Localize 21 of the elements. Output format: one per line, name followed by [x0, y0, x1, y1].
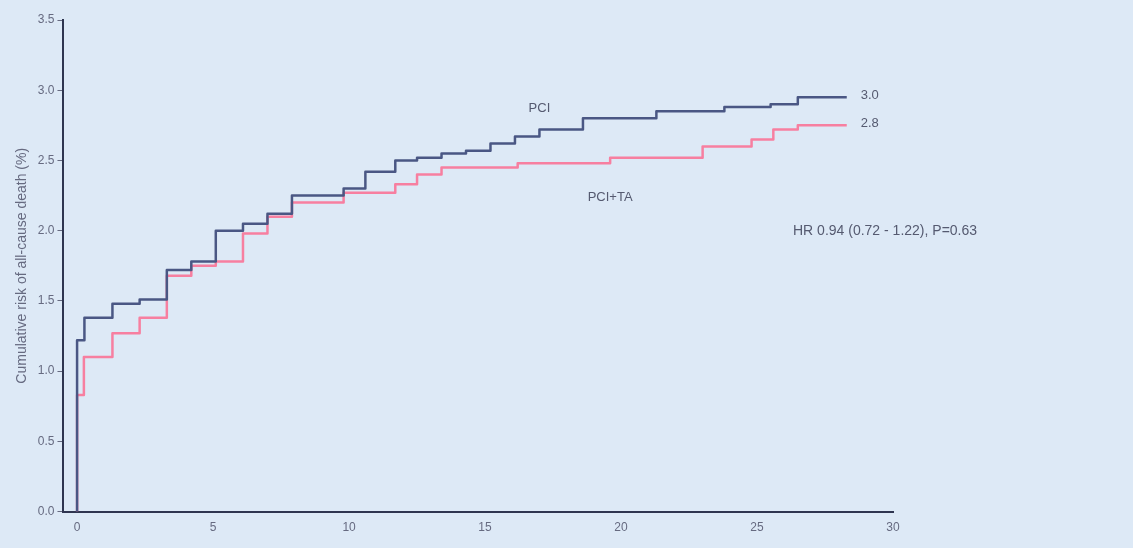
x-tick-label: 15 [478, 520, 493, 535]
y-tick-label: 0.0 [37, 503, 55, 518]
y-axis-title: Cumulative risk of all-cause death (%) [13, 147, 30, 384]
y-tick-label: 3.5 [37, 12, 55, 27]
data-label: 3.0 [860, 86, 879, 102]
x-tick-label: 5 [209, 520, 217, 535]
x-tick-label: 0 [73, 520, 81, 535]
y-tick-label: 2.5 [37, 152, 55, 167]
x-tick-label: 20 [614, 520, 629, 535]
series-label: PCI+TA [587, 188, 633, 204]
x-tick-label: 10 [342, 520, 357, 535]
y-tick-label: 1.5 [37, 293, 55, 308]
y-tick-label: 3.0 [37, 82, 55, 97]
x-tick-label: 25 [750, 520, 765, 535]
data-label: 2.8 [860, 114, 879, 130]
x-tick-label: 30 [886, 520, 900, 535]
annotation: HR 0.94 (0.72 - 1.22), P=0.63 [793, 221, 978, 238]
series-label: PCI [528, 100, 551, 116]
y-tick-label: 0.5 [37, 433, 55, 448]
y-tick-label: 1.0 [37, 363, 55, 378]
y-tick-label: 2.0 [37, 223, 55, 237]
